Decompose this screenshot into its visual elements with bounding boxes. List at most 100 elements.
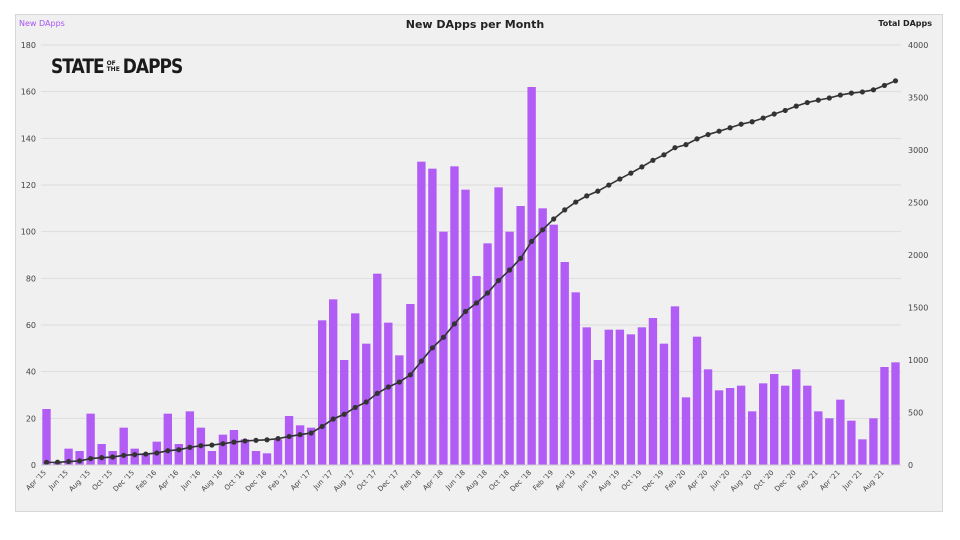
line-point [771, 111, 777, 117]
line-point [782, 107, 788, 114]
y-left-tick-label: 80 [26, 274, 36, 283]
line-point [121, 452, 127, 458]
line-point [275, 436, 281, 442]
bar [703, 369, 713, 465]
line-point [804, 99, 810, 106]
line-point [617, 176, 623, 182]
bar [450, 166, 459, 466]
line-point [54, 459, 61, 465]
x-tick-label: Aug '18 [464, 469, 489, 494]
y-right-tick-label: 2500 [908, 199, 928, 208]
line-point [639, 164, 645, 170]
line-point [529, 238, 535, 244]
bar [781, 385, 790, 465]
x-tick-label: Aug '19 [597, 469, 622, 494]
line-point [837, 92, 843, 98]
x-tick-label: Oct '16 [223, 468, 247, 492]
bar [86, 413, 95, 465]
line-point [187, 444, 193, 450]
line-point [242, 438, 248, 444]
bar [461, 189, 470, 465]
y-axis-right-label: Total DApps [878, 19, 932, 28]
bar-series [42, 87, 900, 466]
bar [163, 413, 172, 465]
bar [814, 411, 823, 465]
line-point [165, 448, 171, 454]
x-tick-label: Apr '20 [686, 469, 709, 492]
bar [218, 434, 228, 465]
chart-title: New DApps per Month [406, 18, 544, 31]
y-left-tick-label: 40 [26, 368, 36, 377]
bar [251, 451, 261, 465]
bar [725, 388, 735, 465]
line-point [65, 458, 72, 465]
line-point [518, 255, 524, 261]
line-point [815, 97, 821, 103]
line-point [826, 95, 832, 101]
line-point [286, 433, 292, 440]
bar [836, 399, 845, 465]
line-point [407, 372, 413, 378]
bar [273, 439, 283, 465]
bar [593, 360, 602, 465]
x-tick-label: Jun '21 [840, 469, 863, 492]
x-tick-label: Dec '15 [112, 469, 136, 493]
bar [527, 87, 536, 465]
bar [736, 385, 746, 465]
grid-lines [41, 44, 901, 466]
line-point [297, 432, 303, 438]
line-point [429, 345, 436, 351]
bar [229, 430, 239, 465]
x-tick-label: Jun '15 [47, 469, 70, 492]
line-point [253, 437, 259, 443]
line-point [705, 131, 711, 138]
bar [141, 453, 150, 465]
bar [207, 451, 217, 465]
bar [406, 304, 415, 465]
bar [384, 322, 393, 465]
bar [582, 327, 591, 465]
x-tick-label: Dec '18 [509, 469, 533, 493]
y-left-tick-label: 20 [26, 414, 36, 423]
line-point [716, 128, 722, 134]
bar [284, 416, 294, 465]
line-point [573, 199, 579, 205]
x-tick-label: Jun '17 [311, 469, 334, 492]
logo-of-the-text: OF THE [107, 61, 120, 73]
line-point [132, 452, 138, 458]
line-point [881, 82, 888, 89]
line-point [176, 447, 182, 453]
line-point [341, 411, 347, 417]
line-point [595, 188, 601, 194]
bar [516, 206, 525, 465]
x-tick-label: Dec '20 [773, 469, 797, 493]
bar [395, 355, 404, 465]
line-point [848, 90, 854, 96]
x-tick-label: Oct '20 [752, 469, 775, 492]
line-point [683, 142, 689, 148]
x-tick-label: Dec '16 [244, 468, 269, 493]
x-tick-label: Dec '17 [376, 469, 400, 493]
x-tick-label: Jun '20 [708, 469, 731, 492]
line-point [859, 89, 866, 95]
bar [792, 369, 801, 465]
y-left-tick-label: 100 [21, 228, 36, 237]
x-tick-label: Feb '18 [399, 469, 423, 493]
bar [262, 453, 272, 465]
bar [351, 313, 360, 465]
bar [692, 336, 702, 465]
x-tick-label: Aug '15 [67, 469, 92, 494]
line-point [374, 390, 380, 396]
x-tick-label: Aug '17 [332, 469, 357, 494]
line-point [451, 321, 458, 327]
x-tick-label: Aug '21 [861, 469, 886, 494]
y-right-tick-label: 1000 [908, 356, 928, 365]
x-tick-label: Aug '20 [729, 469, 754, 494]
line-point [694, 136, 700, 142]
bar [825, 418, 834, 465]
bar [615, 329, 625, 465]
bar [659, 343, 669, 465]
line-point [506, 267, 513, 273]
bar [295, 425, 305, 465]
bar [428, 168, 437, 465]
